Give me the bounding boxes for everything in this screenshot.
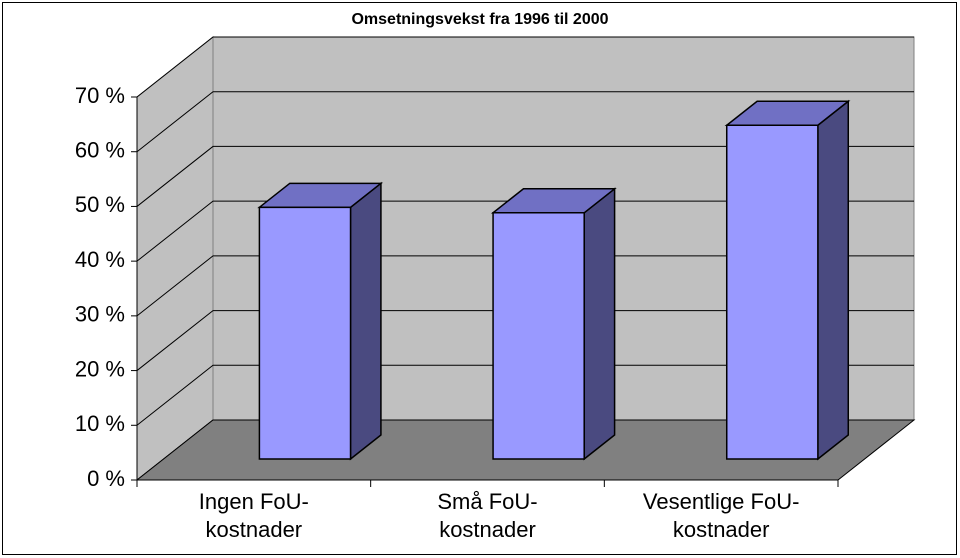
- bar-side: [817, 99, 850, 461]
- x-tick-label: Vesentlige FoU-: [643, 489, 800, 514]
- y-tick-label: 0 %: [87, 466, 125, 491]
- x-tick-label: kostnader: [673, 517, 770, 542]
- bar-side: [349, 181, 382, 461]
- x-tick-label: kostnader: [439, 517, 536, 542]
- x-tick-label: kostnader: [206, 517, 303, 542]
- x-tick-label: Små FoU-: [437, 489, 537, 514]
- y-tick-label: 30 %: [75, 302, 125, 327]
- grid-line: [136, 364, 914, 426]
- grid-line: [136, 200, 914, 262]
- y-tick-label: 60 %: [75, 138, 125, 163]
- grid-line: [136, 36, 914, 98]
- bar: [492, 212, 585, 460]
- y-tick-label: 10 %: [75, 411, 125, 436]
- grid-line: [136, 145, 914, 207]
- y-tick-label: 20 %: [75, 356, 125, 381]
- y-tick-label: 50 %: [75, 192, 125, 217]
- bar: [725, 124, 819, 460]
- x-tick-label: Ingen FoU-: [199, 489, 309, 514]
- side-wall: [136, 35, 214, 482]
- y-tick-label: 40 %: [75, 247, 125, 272]
- bar-side: [583, 187, 616, 461]
- grid-line: [136, 310, 914, 371]
- chart-title: Omsetningsvekst fra 1996 til 2000: [351, 11, 608, 28]
- y-tick-label: 70 %: [75, 83, 125, 108]
- bar: [258, 206, 352, 460]
- grid-line: [136, 255, 914, 317]
- grid-line: [136, 91, 914, 153]
